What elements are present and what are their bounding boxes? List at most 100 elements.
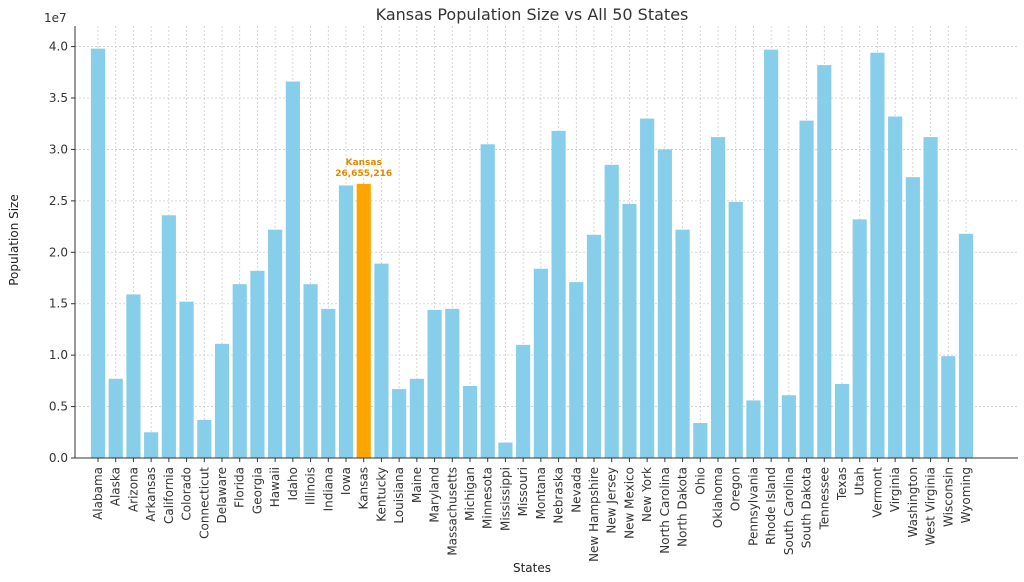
bar bbox=[693, 423, 708, 458]
x-tick-label: Delaware bbox=[215, 467, 229, 524]
bar bbox=[675, 229, 690, 458]
bar bbox=[728, 201, 743, 458]
bars bbox=[90, 48, 974, 459]
bar bbox=[533, 268, 548, 458]
y-tick-label: 2.0 bbox=[49, 245, 68, 259]
annotation-label: 26,655,216 bbox=[335, 169, 392, 179]
bar bbox=[870, 52, 885, 458]
bar bbox=[941, 356, 956, 458]
bar bbox=[108, 378, 123, 458]
x-tick-label: Utah bbox=[853, 467, 867, 495]
x-tick-label: Hawaii bbox=[268, 467, 282, 507]
bar bbox=[462, 386, 478, 458]
bar bbox=[852, 219, 867, 458]
x-tick-label: Nevada bbox=[569, 467, 583, 513]
bar bbox=[569, 282, 584, 458]
bar bbox=[197, 419, 212, 458]
x-tick-label: Pennsylvania bbox=[746, 467, 760, 546]
x-tick-label: Maine bbox=[410, 467, 424, 503]
x-tick-label: Alaska bbox=[109, 467, 123, 506]
x-tick-label: Maryland bbox=[428, 467, 442, 523]
bar bbox=[657, 149, 672, 458]
x-tick-label: North Dakota bbox=[676, 467, 690, 547]
x-tick-label: Wisconsin bbox=[941, 467, 955, 527]
x-tick-label: Vermont bbox=[870, 467, 884, 518]
y-tick-label: 0.5 bbox=[49, 400, 68, 414]
bar bbox=[834, 383, 850, 458]
bar bbox=[409, 378, 424, 458]
bar bbox=[285, 81, 300, 459]
x-tick-label: Minnesota bbox=[481, 467, 495, 529]
bar bbox=[480, 144, 495, 459]
x-tick-label: Montana bbox=[534, 467, 548, 519]
x-tick-label: Massachusetts bbox=[445, 467, 459, 556]
bar bbox=[710, 137, 726, 459]
y-tick-label: 3.0 bbox=[49, 142, 68, 156]
bar bbox=[268, 229, 283, 458]
x-tick-label: Idaho bbox=[286, 467, 300, 500]
bar bbox=[90, 48, 106, 458]
bar bbox=[746, 400, 761, 458]
x-tick-label: North Carolina bbox=[658, 467, 672, 554]
x-tick-label: New Jersey bbox=[605, 467, 619, 534]
x-tick-label: West Virginia bbox=[924, 467, 938, 546]
bar bbox=[427, 309, 442, 458]
bar bbox=[144, 432, 159, 458]
bar bbox=[445, 308, 460, 458]
x-tick-label: Texas bbox=[835, 467, 849, 501]
bar bbox=[604, 164, 619, 458]
y-tick-label: 1.5 bbox=[49, 297, 68, 311]
bar bbox=[516, 344, 531, 458]
bar bbox=[923, 137, 938, 459]
bar bbox=[214, 343, 230, 458]
x-tick-label: Tennessee bbox=[817, 467, 831, 531]
y-axis-offset-label: 1e7 bbox=[44, 11, 67, 25]
bar bbox=[232, 284, 247, 458]
bar bbox=[958, 233, 974, 458]
x-tick-label: Indiana bbox=[321, 467, 335, 511]
x-tick-label: Arkansas bbox=[144, 467, 158, 522]
x-tick-label: South Dakota bbox=[800, 467, 814, 548]
x-tick-label: Kentucky bbox=[374, 467, 388, 522]
x-tick-label: New York bbox=[640, 467, 654, 522]
x-tick-label: Oklahoma bbox=[711, 467, 725, 528]
y-tick-label: 4.0 bbox=[49, 40, 68, 54]
x-tick-label: Washington bbox=[906, 467, 920, 538]
bar bbox=[764, 49, 779, 459]
y-tick-label: 1.0 bbox=[49, 348, 68, 362]
chart-title: Kansas Population Size vs All 50 States bbox=[376, 5, 689, 24]
axes bbox=[71, 26, 1018, 462]
x-tick-label: Wyoming bbox=[959, 467, 973, 523]
bar bbox=[498, 442, 513, 458]
bar bbox=[161, 215, 176, 458]
x-tick-label: Florida bbox=[233, 467, 247, 508]
x-tick-label: Missouri bbox=[516, 467, 530, 516]
x-tick-label: California bbox=[162, 467, 176, 524]
bar bbox=[905, 177, 920, 458]
y-axis-label: Population Size bbox=[7, 194, 21, 286]
bar bbox=[250, 270, 265, 458]
bar bbox=[338, 185, 354, 458]
x-tick-label: Georgia bbox=[250, 467, 264, 514]
x-tick-label: Nebraska bbox=[552, 467, 566, 524]
bar bbox=[799, 120, 814, 458]
tick-labels: 0.0 0.5 1.0 1.5 2.0 2.5 3.0 3.5 4.0 Alabama Alaska… bbox=[49, 40, 973, 562]
bar bbox=[781, 395, 796, 458]
bar bbox=[640, 118, 655, 459]
x-tick-label: Kansas bbox=[357, 467, 371, 509]
x-tick-label: Iowa bbox=[339, 467, 353, 495]
y-tick-label: 0.0 bbox=[49, 451, 68, 465]
x-tick-label: Oregon bbox=[729, 467, 743, 511]
x-tick-label: Rhode Island bbox=[764, 467, 778, 545]
bar bbox=[179, 301, 194, 458]
x-tick-label: Arizona bbox=[126, 467, 140, 512]
bar bbox=[817, 65, 832, 458]
bar bbox=[374, 263, 389, 458]
x-tick-label: Louisiana bbox=[392, 467, 406, 524]
bar bbox=[888, 116, 903, 458]
x-tick-label: New Hampshire bbox=[587, 467, 601, 562]
x-tick-label: South Carolina bbox=[782, 467, 796, 555]
x-tick-label: Colorado bbox=[180, 467, 194, 521]
